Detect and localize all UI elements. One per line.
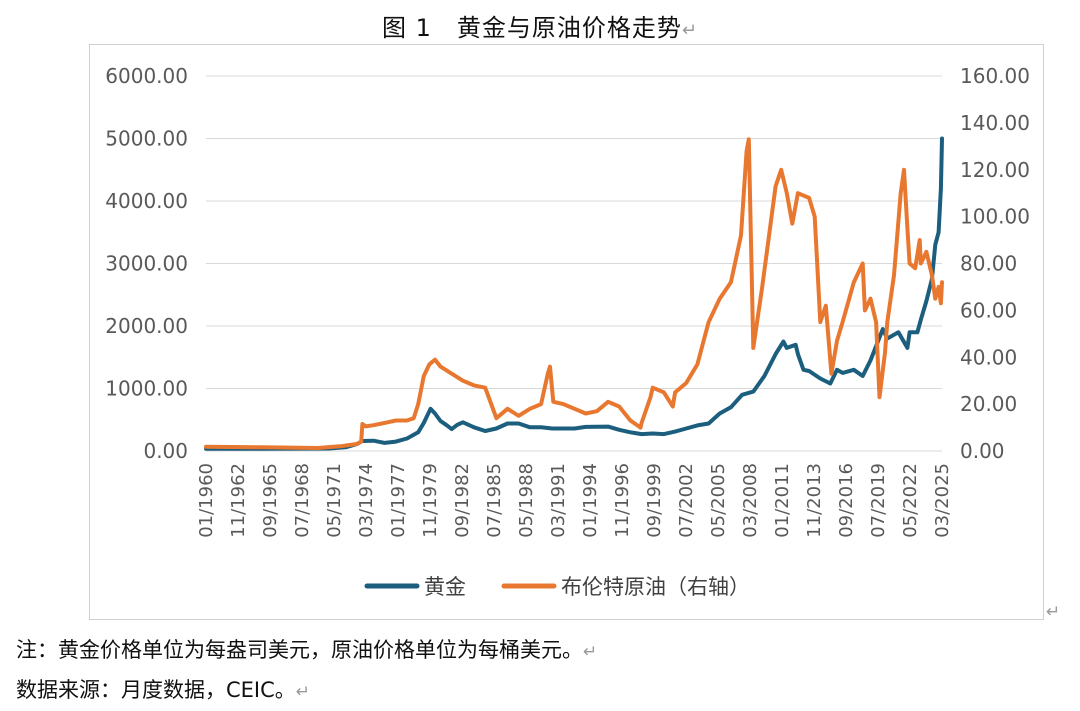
figure-title: 图 1 黄金与原油价格走势↵ <box>0 8 1080 43</box>
x-tick-label: 09/1965 <box>260 463 281 538</box>
y2-tick-label: 140.00 <box>960 111 1030 135</box>
y-tick-label: 6000.00 <box>105 64 188 88</box>
x-tick-label: 11/2013 <box>804 463 825 538</box>
y-tick-label: 5000.00 <box>105 127 188 151</box>
note-source-text: 数据来源：月度数据，CEIC。 <box>16 678 296 702</box>
x-tick-label: 11/1979 <box>420 463 441 538</box>
y2-tick-label: 0.00 <box>960 439 1005 463</box>
x-tick-label: 07/2002 <box>676 463 697 538</box>
x-tick-label: 07/1968 <box>292 463 313 538</box>
y2-tick-label: 40.00 <box>960 345 1017 369</box>
x-tick-label: 03/2008 <box>740 463 761 538</box>
x-tick-label: 09/1982 <box>452 463 473 538</box>
series-line-brent-oil <box>204 137 944 450</box>
x-tick-label: 05/2022 <box>900 463 921 538</box>
x-tick-label: 01/1960 <box>196 463 217 538</box>
legend-brent-oil-label: 布伦特原油（右轴） <box>561 575 750 599</box>
y-tick-label: 4000.00 <box>105 189 188 213</box>
y2-tick-label: 20.00 <box>960 392 1017 416</box>
figure-title-text: 图 1 黄金与原油价格走势 <box>382 14 682 42</box>
x-tick-label: 05/1971 <box>324 463 345 538</box>
x-tick-label: 05/2005 <box>708 463 729 538</box>
x-tick-label: 07/1985 <box>484 463 505 538</box>
y2-tick-label: 160.00 <box>960 64 1030 88</box>
return-mark-icon: ↵ <box>295 682 311 702</box>
x-tick-label: 11/1996 <box>612 463 633 538</box>
y-tick-label: 0.00 <box>143 439 188 463</box>
x-tick-label: 01/1977 <box>388 463 409 538</box>
series-line-gold <box>204 136 944 451</box>
x-tick-label: 11/1962 <box>228 463 249 538</box>
y-tick-label: 1000.00 <box>105 377 188 401</box>
return-mark-icon: ↵ <box>681 20 698 41</box>
x-tick-label: 03/1974 <box>356 463 377 538</box>
y2-tick-label: 100.00 <box>960 205 1030 229</box>
note-source: 数据来源：月度数据，CEIC。↵ <box>16 674 310 704</box>
y2-tick-label: 80.00 <box>960 252 1017 276</box>
return-mark-icon: ↵ <box>1046 602 1061 622</box>
y-tick-label: 2000.00 <box>105 314 188 338</box>
y2-tick-label: 120.00 <box>960 158 1030 182</box>
x-tick-label: 05/1988 <box>516 463 537 538</box>
x-tick-label: 03/1991 <box>548 463 569 538</box>
return-mark-icon: ↵ <box>583 642 598 662</box>
chart-frame: 0.00 1000.00 2000.00 3000.00 4000.00 5000.00 6… <box>89 44 1044 620</box>
chart-svg: 0.00 1000.00 2000.00 3000.00 4000.00 5000.00 6… <box>105 64 1030 599</box>
x-tick-label: 01/1994 <box>580 463 601 538</box>
x-tick-label: 07/2019 <box>868 463 889 538</box>
x-tick-label: 09/2016 <box>836 463 857 538</box>
note-units: 注：黄金价格单位为每盎司美元，原油价格单位为每桶美元。↵ <box>16 634 597 664</box>
x-tick-label: 09/1999 <box>644 463 665 538</box>
y2-tick-label: 60.00 <box>960 298 1017 322</box>
y-tick-label: 3000.00 <box>105 252 188 276</box>
note-units-text: 注：黄金价格单位为每盎司美元，原油价格单位为每桶美元。 <box>16 638 583 662</box>
x-tick-label: 03/2025 <box>932 463 953 538</box>
legend-gold-label: 黄金 <box>424 575 466 599</box>
x-tick-label: 01/2011 <box>772 463 793 538</box>
